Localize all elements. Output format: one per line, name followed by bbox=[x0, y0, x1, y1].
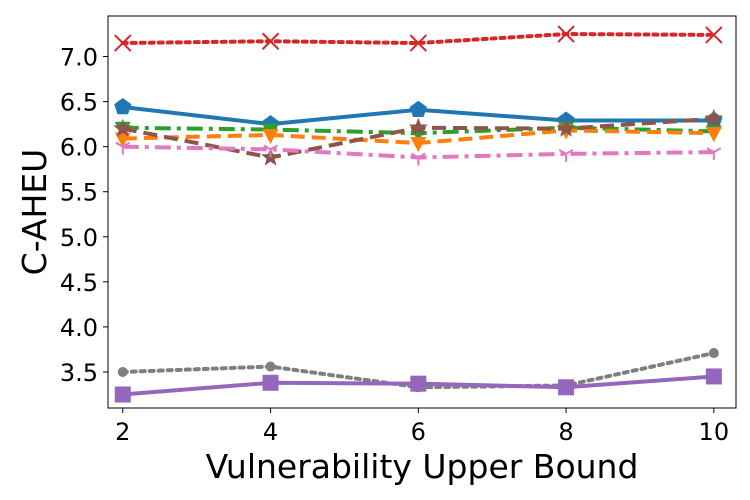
x-marker bbox=[261, 32, 280, 50]
y-tick-label: 6.5 bbox=[60, 89, 98, 117]
tri-marker-stroke bbox=[122, 141, 131, 148]
triangle-marker bbox=[262, 128, 279, 144]
plot-area bbox=[107, 15, 737, 409]
tri-marker-stroke bbox=[270, 144, 278, 151]
y-tick-label: 4.5 bbox=[60, 269, 98, 297]
tri-marker-stroke bbox=[417, 152, 426, 159]
x-marker bbox=[409, 34, 428, 52]
square-marker bbox=[114, 386, 131, 403]
pentagon-marker bbox=[114, 98, 132, 115]
square-marker bbox=[410, 375, 427, 392]
x-marker-stroke bbox=[114, 34, 132, 52]
x-axis-ticks: 2 4 6 8 10 bbox=[115, 408, 729, 446]
circle-marker bbox=[265, 361, 276, 372]
x-tick-label: 4 bbox=[263, 418, 278, 446]
tri-marker bbox=[706, 147, 722, 161]
tri-marker-stroke bbox=[410, 152, 419, 159]
x-marker-stroke bbox=[409, 34, 428, 52]
tri-marker-stroke bbox=[713, 147, 722, 153]
tri-marker-stroke bbox=[706, 147, 715, 153]
tri-marker-stroke bbox=[263, 144, 272, 151]
plot-frame bbox=[107, 15, 737, 409]
triangle-marker bbox=[705, 127, 722, 143]
pentagon-marker bbox=[409, 100, 427, 117]
x-marker bbox=[114, 34, 132, 52]
x-marker-stroke bbox=[261, 32, 280, 50]
star-marker bbox=[408, 117, 428, 136]
y-tick-label: 6.0 bbox=[60, 134, 98, 162]
x-tick-label: 10 bbox=[699, 418, 730, 446]
x-tick-label: 8 bbox=[558, 418, 573, 446]
x-marker bbox=[557, 25, 575, 43]
tri-marker-stroke bbox=[558, 149, 567, 155]
tri-marker bbox=[115, 141, 131, 155]
x-marker bbox=[705, 26, 723, 44]
y-axis-ticks: 3.5 4.0 4.5 5.0 5.5 6.0 6.5 7.0 bbox=[60, 44, 108, 387]
tri-marker bbox=[558, 149, 574, 162]
tri-marker bbox=[410, 152, 426, 166]
square-marker bbox=[558, 379, 575, 396]
y-tick-label: 5.5 bbox=[60, 179, 98, 207]
tri-marker bbox=[263, 144, 278, 158]
y-tick-label: 4.0 bbox=[60, 314, 98, 342]
series-red-x-dotted bbox=[114, 25, 723, 52]
tri-marker-stroke bbox=[115, 141, 124, 148]
x-marker-stroke bbox=[557, 25, 575, 43]
square-marker bbox=[705, 368, 722, 385]
star-marker bbox=[704, 108, 724, 127]
series-layer bbox=[113, 25, 724, 403]
x-axis-label: Vulnerability Upper Bound bbox=[206, 447, 639, 486]
y-axis-label: C-AHEU bbox=[15, 149, 54, 276]
square-marker bbox=[262, 374, 279, 391]
series-purple-square-solid bbox=[114, 368, 722, 403]
y-tick-label: 5.0 bbox=[60, 224, 98, 252]
triangle-marker bbox=[410, 137, 427, 153]
star-marker bbox=[113, 118, 133, 137]
x-tick-label: 2 bbox=[115, 418, 130, 446]
x-marker-stroke bbox=[705, 26, 723, 44]
triangle-marker bbox=[114, 132, 131, 148]
circle-marker bbox=[708, 348, 719, 359]
y-tick-label: 3.5 bbox=[60, 359, 98, 387]
y-tick-label: 7.0 bbox=[60, 44, 98, 72]
tri-marker-stroke bbox=[565, 149, 574, 155]
circle-marker bbox=[117, 366, 128, 377]
x-tick-label: 6 bbox=[411, 418, 426, 446]
star-marker bbox=[556, 118, 576, 137]
series-pink-tri-dashdot bbox=[115, 141, 722, 166]
